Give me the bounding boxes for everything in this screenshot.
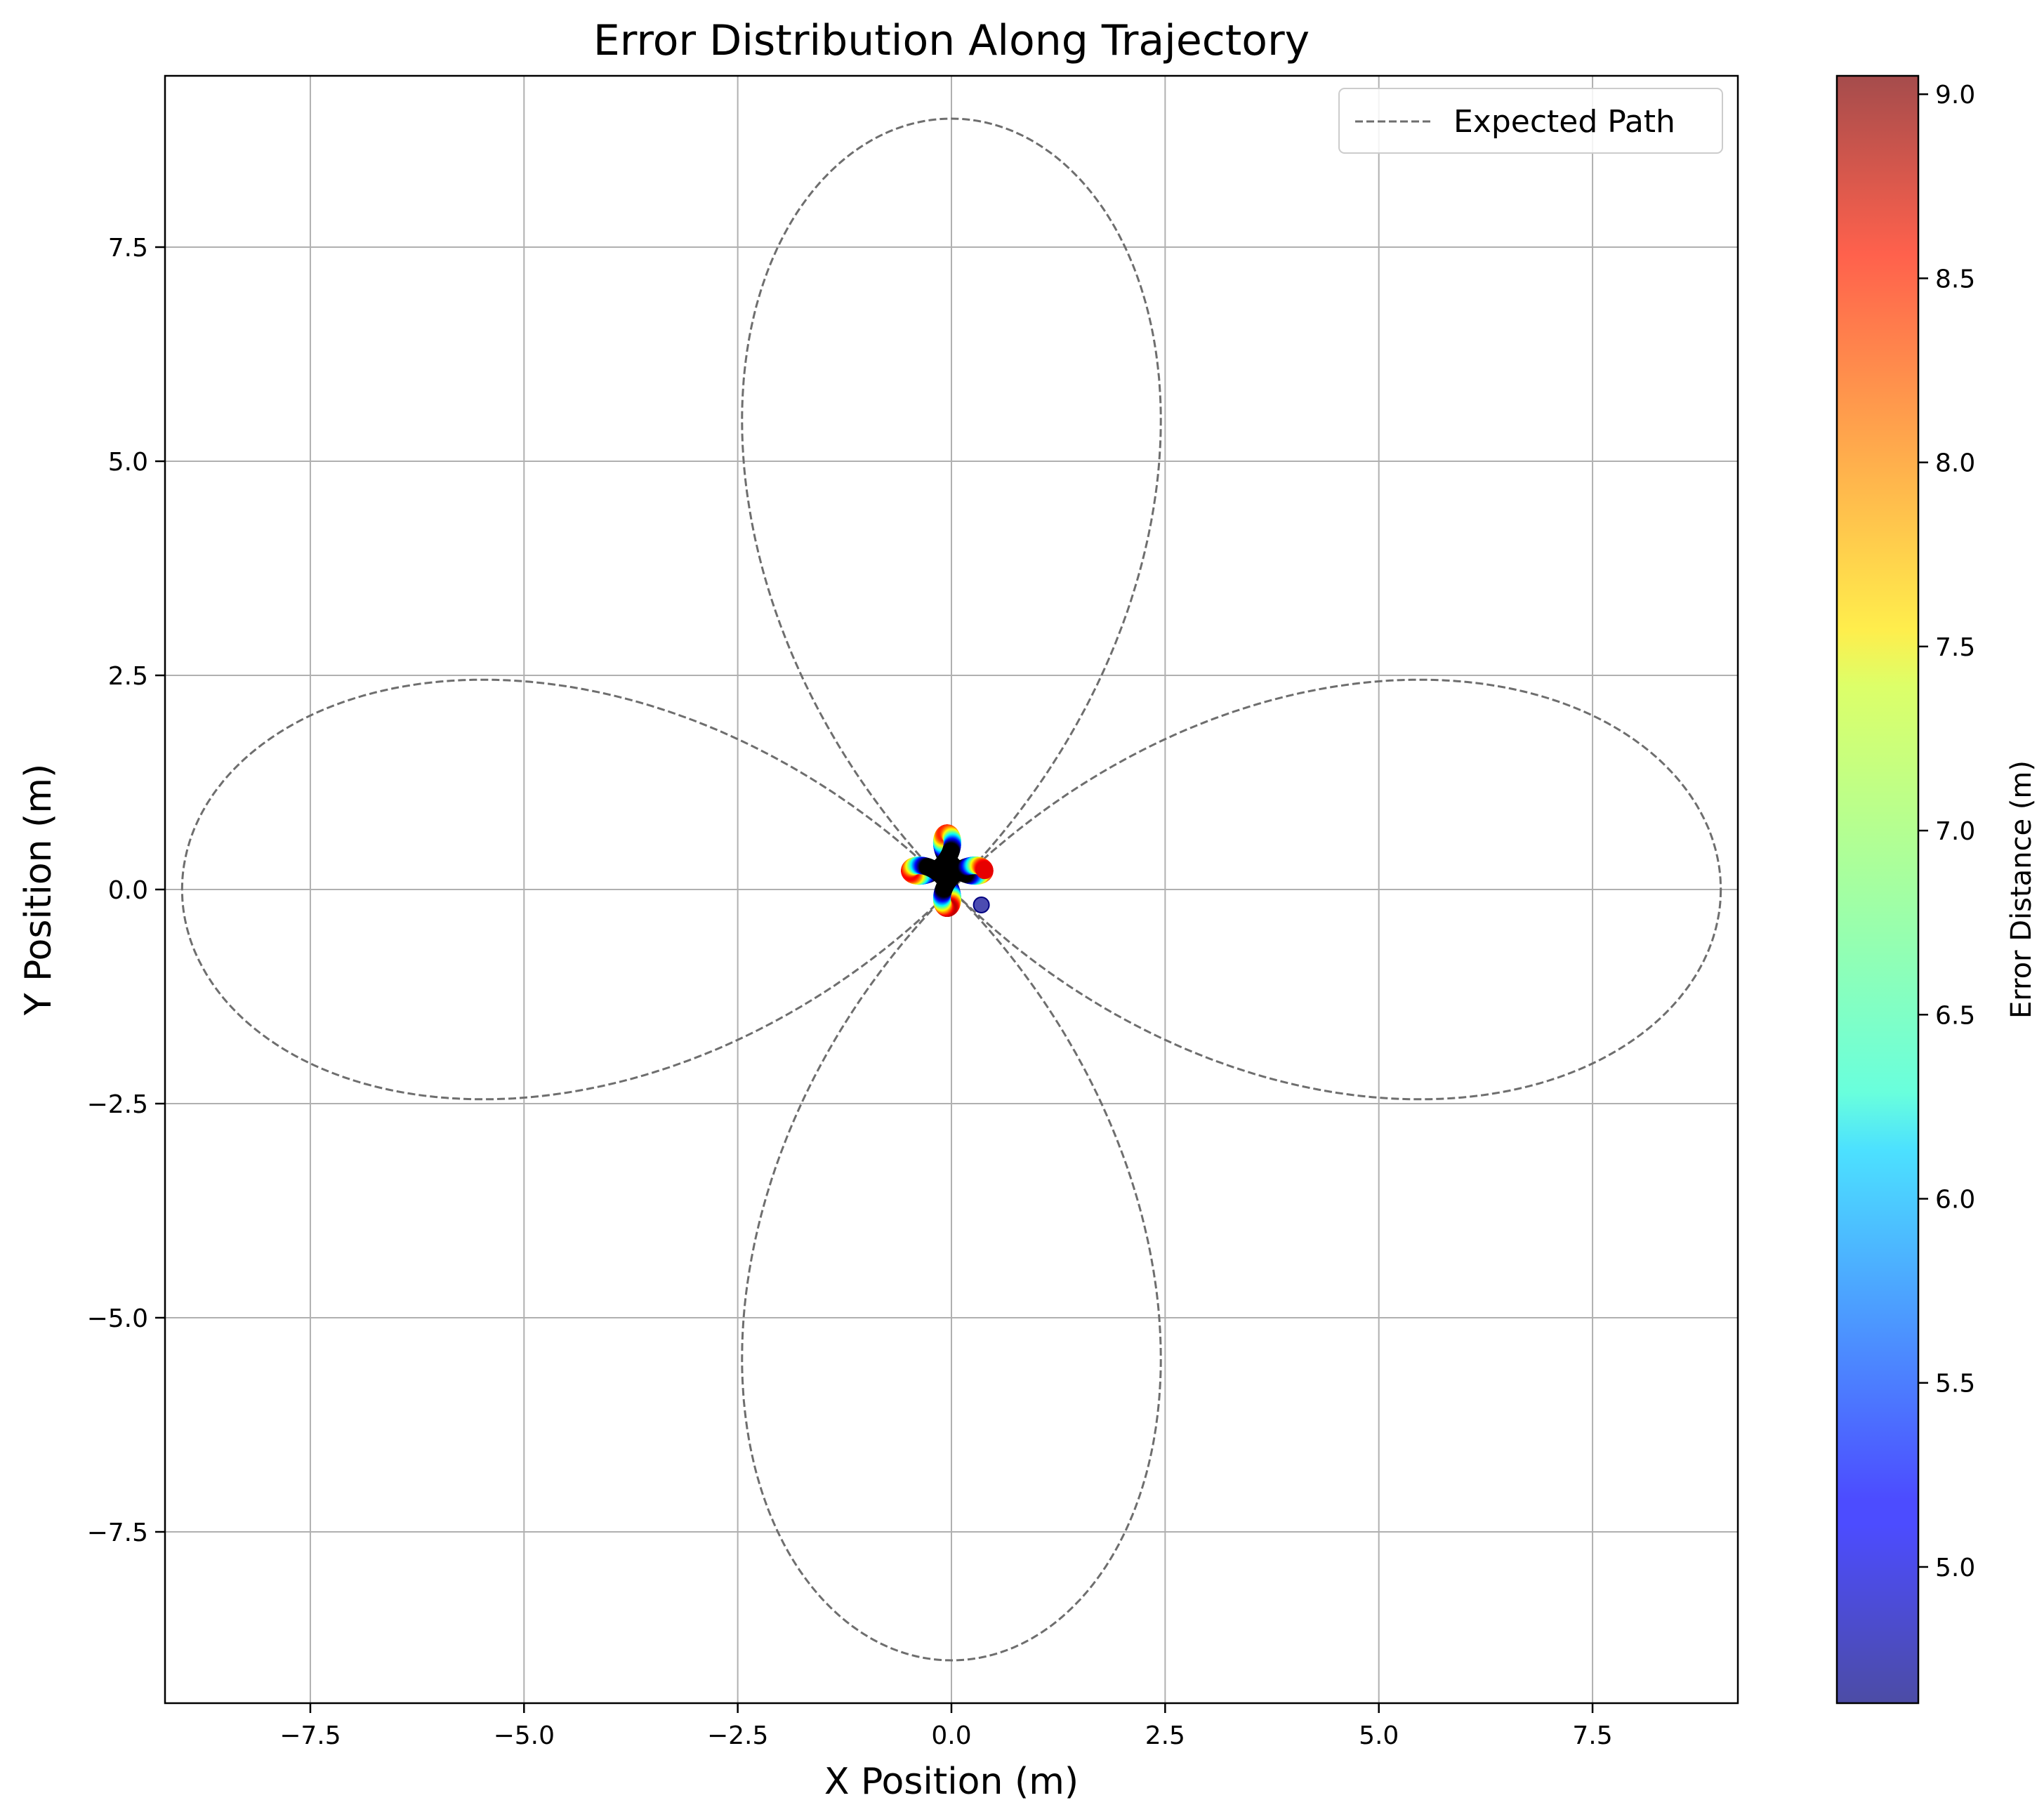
x-axis-ticks: −7.5 −5.0 −2.5 0.0 2.5 5.0 7.5 [279,1703,1613,1750]
y-tick-label: 7.5 [108,234,148,263]
chart-title: Error Distribution Along Trajectory [593,16,1310,65]
legend-label-expected-path: Expected Path [1453,104,1675,140]
grid [165,76,1738,1703]
x-tick-label: −2.5 [707,1721,768,1750]
y-axis-ticks: −7.5 −5.0 −2.5 0.0 2.5 5.0 7.5 [87,234,165,1547]
colorbar-ticks: 5.0 5.5 6.0 6.5 7.0 7.5 8.0 8.5 9.0 [1918,81,1975,1582]
colorbar-tick-label: 7.5 [1935,633,1975,662]
y-tick-label: 5.0 [108,448,148,477]
colorbar-frame [1835,74,1920,1705]
colorbar-tick-label: 6.0 [1935,1186,1975,1215]
x-tick-label: 7.5 [1572,1721,1612,1750]
expected-path-line [180,117,1722,1662]
scatter-layer [901,824,994,917]
x-tick-label: 5.0 [1359,1721,1399,1750]
colorbar-tick-label: 7.0 [1935,817,1975,846]
colorbar-tick-label: 8.5 [1935,265,1975,293]
colorbar-tick-label: 6.5 [1935,1001,1975,1030]
y-tick-label: −2.5 [87,1090,148,1119]
y-axis-label: Y Position (m) [18,764,60,1017]
x-tick-label: −7.5 [279,1721,341,1750]
x-axis-label: X Position (m) [824,1761,1079,1803]
y-tick-label: 2.5 [108,662,148,691]
scatter-point [975,861,994,880]
expected-path-layer [180,117,1722,1662]
y-tick-label: 0.0 [108,876,148,905]
colorbar-tick-label: 5.0 [1935,1554,1975,1582]
colorbar-tick-label: 8.0 [1935,449,1975,478]
scatter-point-outlier [972,896,990,913]
y-tick-label: −7.5 [87,1519,148,1547]
colorbar-tick-label: 9.0 [1935,81,1975,110]
colorbar-label: Error Distance (m) [2005,760,2038,1019]
legend: Expected Path [1338,88,1723,154]
colorbar [1837,76,1918,1703]
x-tick-label: 2.5 [1145,1721,1185,1750]
legend-box [1338,88,1723,154]
x-tick-label: 0.0 [931,1721,971,1750]
x-tick-label: −5.0 [494,1721,555,1750]
colorbar-tick-label: 5.5 [1935,1370,1975,1398]
y-tick-label: −5.0 [87,1304,148,1333]
